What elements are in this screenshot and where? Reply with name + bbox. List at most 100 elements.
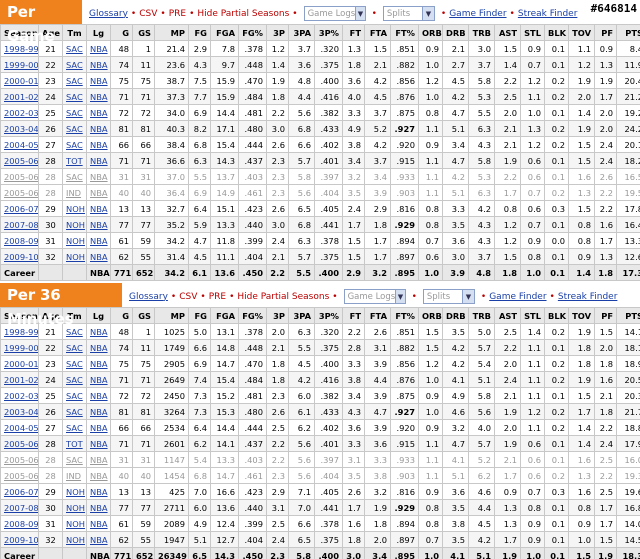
season-link[interactable]: 2009-10 [4,534,39,545]
team-link[interactable]: SAC [66,107,83,118]
league-link[interactable]: NBA [90,107,108,118]
season-link[interactable]: 2000-01 [4,358,39,369]
team-link[interactable]: TOT [66,438,83,449]
column-header-ast[interactable]: AST [494,307,521,324]
column-header-fg[interactable]: FG [188,24,211,41]
season-link[interactable]: 2006-07 [4,486,39,497]
splits-select[interactable]: Splits ▼ [382,6,435,21]
league-link[interactable]: NBA [90,358,108,369]
column-header-games[interactable]: G [110,307,133,324]
team-link[interactable]: NOH [66,518,85,529]
season-link[interactable]: 2005-06 [4,470,39,481]
column-header-fg[interactable]: FG [188,307,211,324]
league-link[interactable]: NBA [90,91,108,102]
season-link[interactable]: 2007-08 [4,502,39,513]
season-link[interactable]: 1999-00 [4,59,39,70]
column-header-pf[interactable]: PF [594,307,617,324]
season-link[interactable]: 2005-06 [4,454,39,465]
column-header-three-pa[interactable]: 3PA [288,24,315,41]
column-header-ft[interactable]: FT [342,24,365,41]
league-link[interactable]: NBA [90,251,108,262]
team-link[interactable]: IND [66,470,82,481]
season-link[interactable]: 2002-03 [4,107,39,118]
league-link[interactable]: NBA [90,422,108,433]
season-link[interactable]: 2008-09 [4,235,39,246]
season-link[interactable]: 1999-00 [4,342,39,353]
league-link[interactable]: NBA [90,534,108,545]
column-header-age[interactable]: Age [38,24,63,41]
column-header-drb[interactable]: DRB [442,24,469,41]
team-link[interactable]: SAC [66,358,83,369]
team-link[interactable]: NOH [66,203,85,214]
season-link[interactable]: 2001-02 [4,91,39,102]
column-header-fta[interactable]: FTA [364,307,391,324]
column-header-ft-pct[interactable]: FT% [390,307,419,324]
team-link[interactable]: SAC [66,326,83,337]
team-link[interactable]: IND [66,187,82,198]
season-link[interactable]: 2003-04 [4,406,39,417]
league-link[interactable]: NBA [90,326,108,337]
season-link[interactable]: 2005-06 [4,438,39,449]
league-link[interactable]: NBA [90,139,108,150]
streak-finder-link[interactable]: Streak Finder [517,8,578,19]
column-header-orb[interactable]: ORB [418,307,443,324]
column-header-fga[interactable]: FGA [210,307,239,324]
league-link[interactable]: NBA [90,203,108,214]
season-link[interactable]: 2004-05 [4,422,39,433]
column-header-three-pa[interactable]: 3PA [288,307,315,324]
column-header-three-p[interactable]: 3P [266,307,289,324]
column-header-fg-pct[interactable]: FG% [238,307,267,324]
column-header-stl[interactable]: STL [520,24,545,41]
team-link[interactable]: SAC [66,43,83,54]
season-link[interactable]: 2002-03 [4,390,39,401]
team-link[interactable]: SAC [66,171,83,182]
team-link[interactable]: SAC [66,59,83,70]
league-link[interactable]: NBA [90,219,108,230]
column-header-pf[interactable]: PF [594,24,617,41]
league-link[interactable]: NBA [90,59,108,70]
team-link[interactable]: NOH [66,219,85,230]
season-link[interactable]: 2001-02 [4,374,39,385]
column-header-tov[interactable]: TOV [568,24,595,41]
season-link[interactable]: 2000-01 [4,75,39,86]
team-link[interactable]: SAC [66,91,83,102]
column-header-games-started[interactable]: GS [132,24,155,41]
game-logs-select[interactable]: Game Logs ▼ [303,6,366,21]
splits-select[interactable]: Splits ▼ [422,289,475,304]
column-header-pts[interactable]: PTS [616,307,640,324]
column-header-season[interactable]: Season [0,24,39,41]
pre-link[interactable]: PRE [168,8,187,19]
column-header-age[interactable]: Age [38,307,63,324]
column-header-pts[interactable]: PTS [616,24,640,41]
season-link[interactable]: 2005-06 [4,187,39,198]
team-link[interactable]: SAC [66,454,83,465]
team-link[interactable]: SAC [66,342,83,353]
column-header-fta[interactable]: FTA [364,24,391,41]
season-link[interactable]: 1998-99 [4,326,39,337]
team-link[interactable]: SAC [66,390,83,401]
team-link[interactable]: SAC [66,422,83,433]
team-link[interactable]: NOH [66,486,85,497]
league-link[interactable]: NBA [90,123,108,134]
league-link[interactable]: NBA [90,470,108,481]
column-header-league[interactable]: Lg [86,24,111,41]
column-header-minutes[interactable]: MP [154,307,189,324]
season-link[interactable]: 2005-06 [4,155,39,166]
game-finder-link[interactable]: Game Finder [489,291,547,302]
team-link[interactable]: SAC [66,406,83,417]
column-header-three-p-pct[interactable]: 3P% [314,24,343,41]
league-link[interactable]: NBA [90,374,108,385]
column-header-stl[interactable]: STL [520,307,545,324]
season-link[interactable]: 2007-08 [4,219,39,230]
season-link[interactable]: 2003-04 [4,123,39,134]
league-link[interactable]: NBA [90,502,108,513]
season-link[interactable]: 1998-99 [4,43,39,54]
hide-partial-seasons-link[interactable]: Hide Partial Seasons [237,291,330,302]
team-link[interactable]: NOH [66,534,85,545]
column-header-league[interactable]: Lg [86,307,111,324]
league-link[interactable]: NBA [90,486,108,497]
column-header-tov[interactable]: TOV [568,307,595,324]
team-link[interactable]: SAC [66,374,83,385]
team-link[interactable]: NOH [66,502,85,513]
league-link[interactable]: NBA [90,518,108,529]
